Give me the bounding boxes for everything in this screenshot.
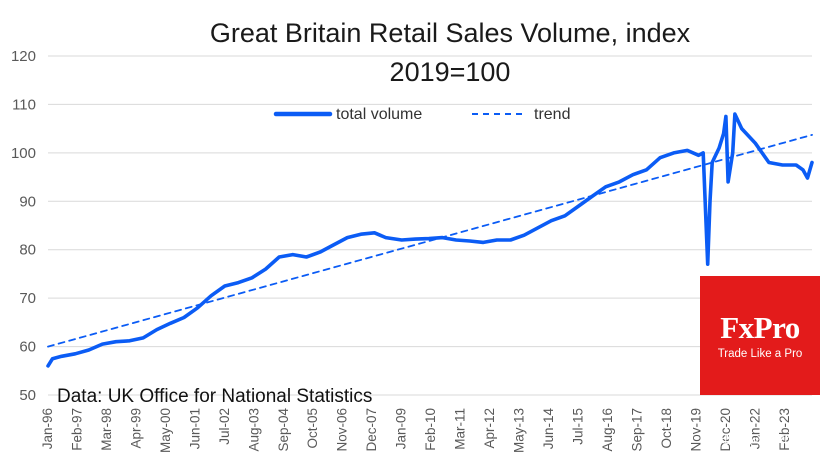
x-tick-label-dec-20: Dec-20 xyxy=(718,408,733,452)
x-tick-label-jun-14: Jun-14 xyxy=(541,408,556,450)
y-tick-label-50: 50 xyxy=(19,387,36,404)
x-tick-label-mar-98: Mar-98 xyxy=(99,408,114,451)
legend-label-trend: trend xyxy=(534,106,570,123)
x-tick-label-aug-16: Aug-16 xyxy=(600,408,615,452)
chart-title: Great Britain Retail Sales Volume, index xyxy=(210,18,691,48)
y-tick-label-120: 120 xyxy=(11,48,36,65)
source-annotation: Data: UK Office for National Statistics xyxy=(57,386,372,407)
x-tick-label-aug-03: Aug-03 xyxy=(246,408,261,452)
x-tick-label-feb-23: Feb-23 xyxy=(777,408,792,451)
fxpro-logo: FxPro Trade Like a Pro xyxy=(700,276,820,395)
x-tick-label-feb-97: Feb-97 xyxy=(69,408,84,451)
x-tick-label-jan-96: Jan-96 xyxy=(40,408,55,449)
series-layer xyxy=(46,112,814,368)
x-tick-label-sep-04: Sep-04 xyxy=(276,408,291,452)
logo-brand: FxPro xyxy=(720,310,800,345)
x-tick-label-oct-18: Oct-18 xyxy=(659,408,674,449)
y-tick-label-100: 100 xyxy=(11,145,36,162)
x-tick-label-sep-17: Sep-17 xyxy=(629,408,644,452)
y-tick-label-80: 80 xyxy=(19,242,36,259)
x-tick-label-jun-01: Jun-01 xyxy=(187,408,202,449)
y-tick-label-110: 110 xyxy=(12,96,36,113)
x-tick-label-mar-11: Mar-11 xyxy=(453,408,468,450)
y-tick-label-90: 90 xyxy=(19,193,36,210)
y-tick-label-60: 60 xyxy=(19,339,36,356)
gridlines xyxy=(48,55,812,396)
y-tick-label-70: 70 xyxy=(19,290,36,307)
series-line-total-volume xyxy=(46,112,814,368)
x-axis-ticks: Jan-96 Feb-97 Mar-98 Apr-99 May-00 Jun-01 Jul-… xyxy=(40,408,792,454)
logo-slogan: Trade Like a Pro xyxy=(717,348,803,360)
x-tick-label-jul-15: Jul-15 xyxy=(570,408,585,445)
x-tick-label-jan-22: Jan-22 xyxy=(747,408,762,449)
x-tick-label-dec-07: Dec-07 xyxy=(364,408,379,452)
legend: total volume trend xyxy=(273,106,570,123)
x-tick-label-apr-99: Apr-99 xyxy=(128,408,143,449)
legend-label-total-volume: total volume xyxy=(336,106,422,123)
x-tick-label-oct-05: Oct-05 xyxy=(305,408,320,449)
x-tick-label-feb-10: Feb-10 xyxy=(423,408,438,451)
x-tick-label-may-13: May-13 xyxy=(512,408,527,453)
x-tick-label-nov-06: Nov-06 xyxy=(335,408,350,452)
series-line-trend xyxy=(47,134,813,348)
chart-subtitle: 2019=100 xyxy=(390,57,511,87)
x-tick-label-apr-12: Apr-12 xyxy=(482,408,497,449)
x-tick-label-jul-02: Jul-02 xyxy=(217,408,232,445)
x-tick-label-may-00: May-00 xyxy=(158,408,173,453)
x-tick-label-nov-19: Nov-19 xyxy=(688,408,703,452)
y-axis-ticks: 50 60 70 80 90 100 110 120 xyxy=(11,48,36,404)
x-tick-label-jan-09: Jan-09 xyxy=(394,408,409,449)
